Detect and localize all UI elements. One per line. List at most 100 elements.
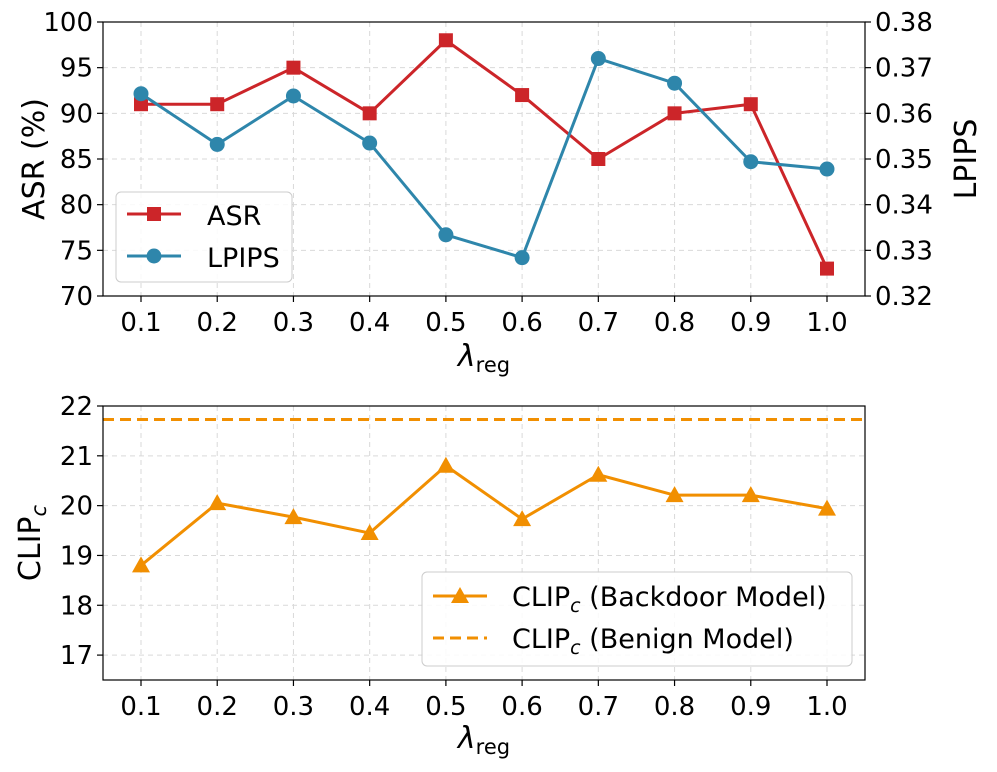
top-legend: ASR LPIPS [115,191,293,283]
bottom-y-tick-label: 22 [60,392,93,422]
top-x-tick-label: 0.7 [578,308,619,338]
asr-point [743,97,758,112]
legend-lpips-circle-marker [146,248,162,264]
bottom-y-tick-label: 17 [60,641,93,671]
top-x-axis-label-sub: reg [476,353,510,377]
lpips-point [667,75,683,91]
bottom-x-tick-label: 0.8 [654,692,695,722]
legend-benign-label: CLIPc (Benign Model) [512,624,794,659]
bottom-y-tick-label: 19 [60,541,93,571]
top-x-axis-label-main: λ [456,339,476,374]
bottom-x-tick-label: 0.3 [273,692,314,722]
bottom-y-axis-label: CLIPc [13,504,51,581]
clip-c-backdoor-model-point [360,524,379,541]
top-x-tick-label: 0.1 [120,308,161,338]
top-y-tick-label: 95 [60,54,93,84]
bottom-plot-frame [102,405,866,681]
clip-chart: 0.1 0.2 0.3 0.4 0.5 0.6 0.7 0.8 0.9 1.0 17 18 19 20 21… [13,392,866,759]
bottom-legend-box [421,571,853,667]
asr-point [210,97,225,112]
asr-point [134,97,148,112]
lpips-point [590,51,606,67]
top-y-tick-label: 75 [60,236,93,266]
bottom-y-axis-label-sub: c [27,504,51,516]
bottom-ticks: 0.1 0.2 0.3 0.4 0.5 0.6 0.7 0.8 0.9 1.0 17 18 19 20 21… [60,392,848,722]
top-series [133,33,835,276]
asr-point [286,60,301,75]
top-ticks: 0.1 0.2 0.3 0.4 0.5 0.6 0.7 0.8 0.9 1.0 70 75 80 85 90… [43,8,933,338]
asr-point [515,88,530,103]
bottom-x-axis-label-main: λ [456,721,476,756]
lpips-point [438,227,454,243]
lpips-series-line [140,57,828,260]
asr-point [362,106,377,121]
legend-backdoor-label-rest: (Backdoor Model) [581,582,827,613]
lpips-point [819,161,835,177]
top-x-tick-label: 0.2 [197,308,238,338]
top-y-tick-label: 80 [60,191,93,221]
legend-benign-label-rest: (Benign Model) [581,624,794,655]
clip-c-backdoor-model-point [132,556,150,573]
bottom-y-axis-label-main: CLIP [13,516,48,581]
bottom-x-tick-label: 1.0 [806,692,847,722]
clip-c-backdoor-model-series-line [140,464,828,567]
bottom-y-tick-label: 20 [60,492,93,522]
top-y-tick-label: 85 [60,145,93,175]
bottom-y-tick-label: 21 [60,442,93,472]
top-y-tick-label: 90 [60,99,93,129]
top-right-y-axis-label: LPIPS [949,119,984,200]
clip-c-backdoor-model-point [436,456,455,473]
bottom-x-tick-label: 0.6 [501,692,542,722]
legend-backdoor-label: CLIPc (Backdoor Model) [512,582,827,617]
bottom-series [103,417,865,573]
legend-backdoor-label-sub: c [570,595,581,617]
top-right-y-tick-label: 0.38 [875,8,933,38]
bottom-legend: CLIPc (Backdoor Model) CLIPc (Benign Mod… [421,571,853,667]
top-right-y-tick-label: 0.36 [875,99,933,129]
top-x-tick-label: 0.9 [730,308,771,338]
bottom-x-tick-label: 0.4 [349,692,390,722]
lpips-point [285,88,301,104]
bottom-x-tick-label: 0.5 [425,692,466,722]
bottom-x-tick-label: 0.7 [578,692,619,722]
legend-benign-label-main: CLIP [512,624,570,655]
bottom-x-axis-label: λreg [456,721,510,759]
clip-c-backdoor-model-point [818,499,836,516]
bottom-x-tick-label: 0.9 [730,692,771,722]
clip-c-backdoor-model-point [589,465,608,482]
top-x-tick-label: 1.0 [806,308,847,338]
top-x-tick-label: 0.8 [654,308,695,338]
top-x-tick-label: 0.3 [273,308,314,338]
bottom-y-tick-label: 18 [60,591,93,621]
top-right-y-tick-label: 0.32 [875,282,933,312]
top-right-y-tick-label: 0.33 [875,236,933,266]
lpips-point [133,86,149,102]
lpips-point [362,135,378,151]
asr-point [820,261,834,276]
bottom-x-tick-label: 0.1 [120,692,161,722]
clip-c-backdoor-model-point [208,494,227,511]
top-right-y-tick-label: 0.34 [875,191,933,221]
clip-c-backdoor-model-point [741,486,760,503]
top-x-tick-label: 0.4 [349,308,390,338]
legend-backdoor-triangle-marker [451,587,469,603]
legend-asr-label: ASR [207,201,261,232]
top-x-tick-label: 0.6 [501,308,542,338]
asr-lpips-chart: 0.1 0.2 0.3 0.4 0.5 0.6 0.7 0.8 0.9 1.0 70 75 80 85 90… [17,8,984,377]
asr-point [591,152,606,166]
clip-c-backdoor-model-point [665,486,684,503]
clip-c-backdoor-model-point [513,510,532,527]
top-right-y-tick-label: 0.37 [875,54,933,84]
top-y-tick-label: 100 [43,8,93,38]
top-y-axis-label: ASR (%) [17,98,52,220]
asr-series-line [141,38,829,270]
top-x-tick-label: 0.5 [425,308,466,338]
top-y-tick-label: 70 [60,282,93,312]
asr-point [438,33,453,48]
legend-asr-square-marker [147,207,161,221]
top-x-axis-label: λreg [456,339,510,377]
clip-c-backdoor-model-point [284,508,303,525]
bottom-x-axis-label-sub: reg [476,735,510,759]
asr-point [667,106,682,121]
